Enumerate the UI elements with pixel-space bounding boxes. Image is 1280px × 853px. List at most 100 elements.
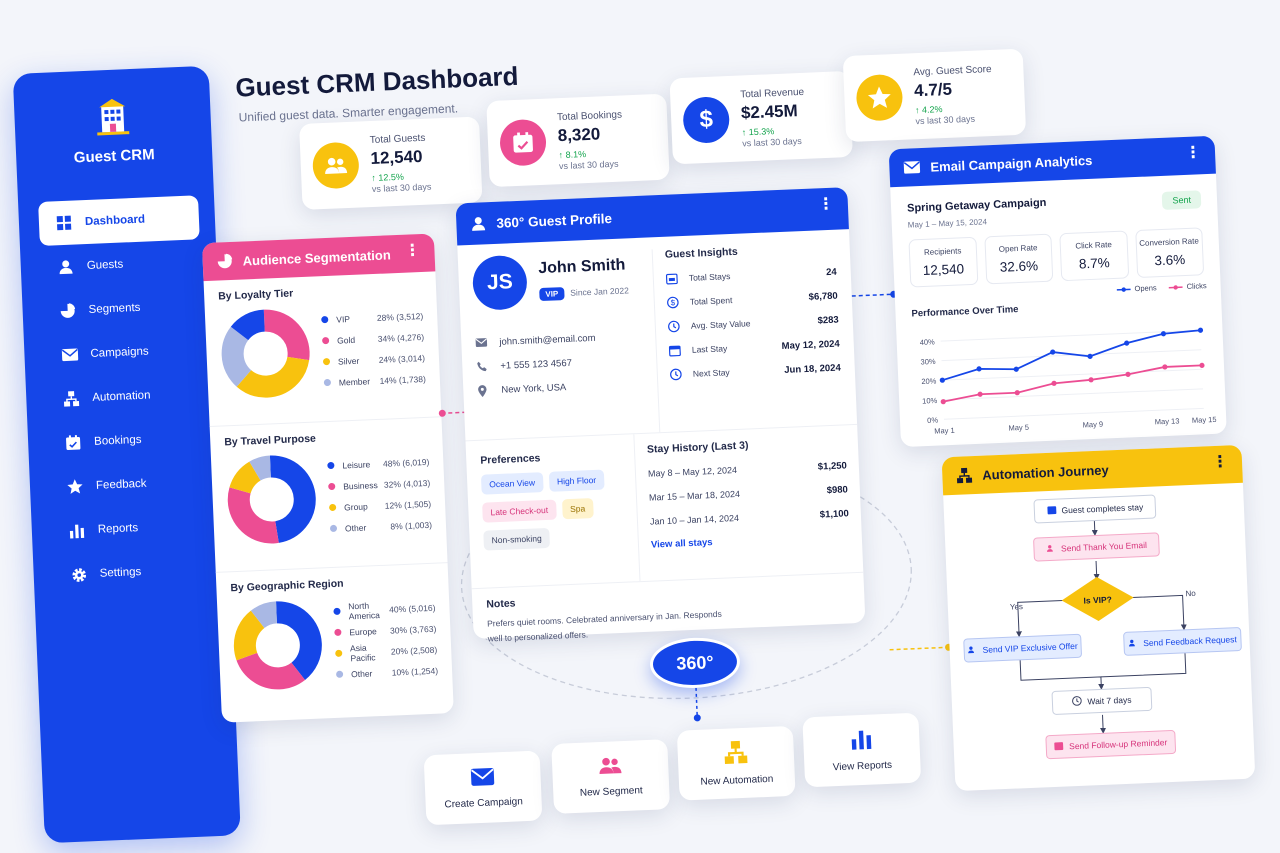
grid-line [943, 388, 1203, 401]
flow-decision-vip[interactable]: Is VIP? [1061, 587, 1134, 612]
x-tick-label: May 9 [1083, 420, 1104, 430]
calendar-icon [1054, 741, 1064, 753]
pie-icon [216, 253, 233, 270]
flow-icon [62, 389, 81, 408]
preference-chip[interactable]: Ocean View [480, 472, 544, 495]
flow-step-feedback-request[interactable]: Send Feedback Request [1123, 627, 1242, 656]
donut-slice-asia-pacific [233, 601, 322, 690]
donut-slice-member [221, 309, 310, 398]
chart-legend: Opens Clicks [1116, 281, 1207, 294]
sidebar-item-dashboard[interactable]: Dashboard [38, 195, 200, 246]
stay-dates: Jan 10 – Jan 14, 2024 [649, 512, 740, 527]
brand: Guest CRM [13, 66, 213, 169]
data-point-opens [1013, 366, 1019, 372]
more-options-icon[interactable]: ⋮ [1211, 453, 1229, 472]
preference-chip[interactable]: Non-smoking [483, 527, 551, 551]
view-reports-button[interactable]: View Reports [802, 712, 922, 788]
flow-step-trigger[interactable]: Guest completes stay [1033, 494, 1157, 524]
data-point-opens [1160, 331, 1167, 337]
new-segment-button[interactable]: New Segment [551, 739, 671, 814]
phone-text[interactable]: +1 555 123 4567 [500, 357, 573, 372]
insight-row: Avg. Stay Value $283 [667, 308, 839, 339]
users-icon [1046, 543, 1056, 554]
profile-header: 360° Guest Profile ⋮ [455, 187, 849, 246]
sidebar-item-bookings[interactable]: Bookings [47, 415, 209, 466]
status-badge: Sent [1162, 190, 1202, 210]
metric-card: Conversion Rate 3.6% [1134, 227, 1205, 279]
users-icon [311, 141, 360, 190]
contact-phone: +1 555 123 4567 [476, 347, 657, 379]
users-icon [967, 645, 977, 656]
donut-slice-other [233, 601, 322, 690]
x-tick-label: May 15 [1192, 415, 1217, 425]
flow-step-follow-up[interactable]: Send Follow-up Reminder [1045, 729, 1177, 760]
data-point-opens [1050, 349, 1056, 355]
sidebar-item-automation[interactable]: Automation [45, 371, 207, 422]
preference-chip[interactable]: Spa [561, 498, 594, 520]
loyalty-donut-chart [221, 309, 310, 398]
legend-clicks: Clicks [1168, 281, 1207, 292]
sidebar-item-settings[interactable]: Settings [53, 547, 215, 598]
preferences-title: Preferences [480, 452, 541, 467]
insight-label: Last Stay [691, 343, 728, 355]
flow-step-thank-you-email[interactable]: Send Thank You Email [1033, 532, 1160, 562]
view-all-stays-link[interactable]: View all stays [650, 537, 713, 551]
action-label: New Automation [700, 773, 774, 788]
email-campaign-card: Email Campaign Analytics ⋮ Sent Spring G… [888, 135, 1227, 448]
create-campaign-button[interactable]: Create Campaign [423, 750, 543, 826]
data-point-clicks [1125, 371, 1131, 377]
notes-title: Notes [486, 597, 516, 611]
avatar: JS [471, 254, 528, 311]
star-icon [66, 477, 85, 496]
metric-value: 8.7% [1078, 255, 1111, 272]
grid-line [942, 368, 1203, 381]
preference-chip[interactable]: Late Check-out [482, 499, 557, 523]
flow-step-label: Guest completes stay [1061, 502, 1144, 516]
sidebar-item-campaigns[interactable]: Campaigns [44, 327, 206, 378]
email-text[interactable]: john.smith@email.com [499, 332, 596, 348]
action-label: New Segment [579, 785, 643, 799]
bed-icon [665, 273, 682, 285]
data-point-opens [1197, 327, 1204, 333]
sidebar-item-segments[interactable]: Segments [42, 283, 204, 334]
grid-line [940, 329, 1201, 342]
preference-chips: Ocean View High Floor Late Check-out Spa… [480, 469, 624, 551]
kpi-total-bookings: Total Bookings 8,320 ↑ 8.1% vs last 30 d… [486, 93, 670, 188]
email-title: Email Campaign Analytics [930, 152, 1093, 175]
flow-step-wait[interactable]: Wait 7 days [1051, 686, 1153, 715]
data-point-clicks [1088, 377, 1094, 383]
insight-label: Avg. Stay Value [690, 318, 751, 331]
data-point-opens [976, 366, 982, 372]
metric-card: Open Rate 32.6% [983, 233, 1054, 285]
automation-journey-card: Automation Journey ⋮ Guest completes sta… [941, 444, 1256, 792]
new-automation-button[interactable]: New Automation [676, 725, 796, 801]
data-point-opens [1124, 340, 1130, 346]
more-options-icon[interactable]: ⋮ [817, 195, 835, 214]
data-point-clicks [1162, 364, 1168, 370]
insight-value: Jun 18, 2024 [784, 362, 841, 376]
insights-title: Guest Insights [664, 245, 738, 261]
mail-icon [475, 337, 491, 348]
sidebar-item-reports[interactable]: Reports [51, 503, 213, 554]
member-since: Since Jan 2022 [570, 285, 630, 298]
donut-slice-europe [233, 601, 322, 690]
y-tick-label: 20% [921, 376, 937, 386]
sidebar-item-feedback[interactable]: Feedback [49, 459, 211, 510]
stay-amount: $1,250 [817, 459, 848, 473]
grid-line [943, 407, 1204, 420]
users-icon [597, 755, 624, 779]
more-options-icon[interactable]: ⋮ [1184, 144, 1202, 162]
insight-value: $283 [817, 314, 839, 326]
sidebar: Guest CRM Dashboard Guests Segments Camp… [12, 65, 241, 844]
flow-step-vip-offer[interactable]: Send VIP Exclusive Offer [963, 633, 1083, 663]
preference-chip[interactable]: High Floor [548, 469, 605, 492]
flow-icon [956, 467, 973, 484]
email-header: Email Campaign Analytics ⋮ [888, 135, 1216, 188]
mail-icon [903, 160, 921, 175]
travel-purpose-donut-chart [227, 455, 316, 544]
series-line-opens [942, 329, 1201, 382]
phone-icon [476, 360, 492, 373]
kpi-avg-guest-score: Avg. Guest Score 4.7/5 ↑ 4.2% vs last 30… [842, 48, 1027, 143]
sidebar-item-guests[interactable]: Guests [40, 239, 202, 290]
